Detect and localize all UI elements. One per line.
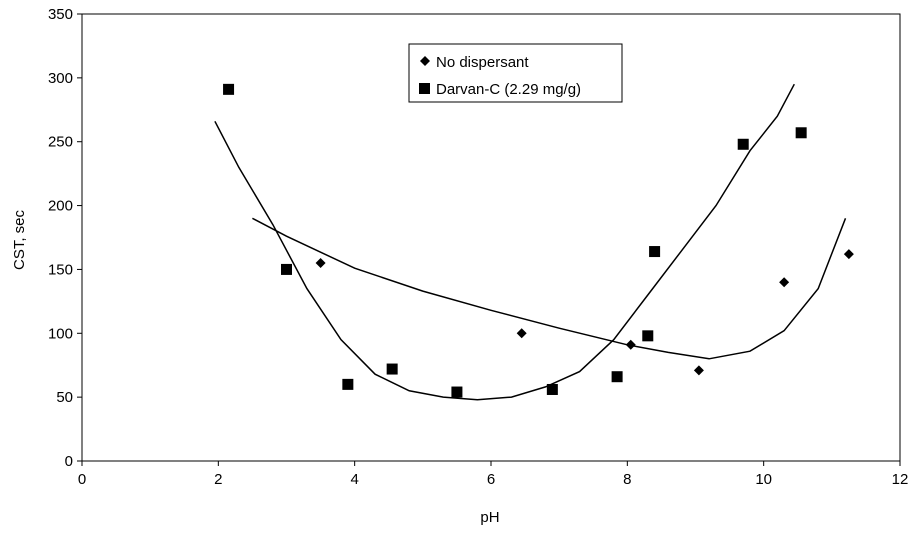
data-point-diamond xyxy=(316,258,326,268)
legend-marker-square xyxy=(419,83,430,94)
x-axis-label: pH xyxy=(480,509,499,526)
data-point-diamond xyxy=(844,249,854,259)
y-axis-label: CST, sec xyxy=(11,209,28,270)
data-point-diamond xyxy=(626,340,636,350)
data-point-square xyxy=(649,246,660,257)
data-point-square xyxy=(796,127,807,138)
y-tick-label: 250 xyxy=(48,134,73,151)
y-tick-label: 0 xyxy=(65,453,73,470)
trendlines xyxy=(215,84,846,400)
x-tick-label: 6 xyxy=(487,471,495,488)
y-tick-label: 100 xyxy=(48,325,73,342)
data-point-square xyxy=(642,330,653,341)
x-tick-label: 2 xyxy=(214,471,222,488)
x-tick-label: 10 xyxy=(755,471,772,488)
data-point-square xyxy=(612,371,623,382)
data-point-diamond xyxy=(517,328,527,338)
data-point-square xyxy=(281,264,292,275)
y-tick-label: 50 xyxy=(56,389,73,406)
legend-label-no-dispersant: No dispersant xyxy=(436,54,529,71)
y-tick-label: 350 xyxy=(48,6,73,23)
data-point-square xyxy=(451,387,462,398)
data-point-diamond xyxy=(694,365,704,375)
data-point-square xyxy=(738,139,749,150)
y-tick-label: 300 xyxy=(48,70,73,87)
data-point-square xyxy=(342,379,353,390)
x-tick-label: 4 xyxy=(350,471,358,488)
data-point-diamond xyxy=(779,277,789,287)
x-tick-label: 0 xyxy=(78,471,86,488)
data-point-square xyxy=(387,364,398,375)
data-point-square xyxy=(547,384,558,395)
x-tick-label: 8 xyxy=(623,471,631,488)
legend-label-darvan: Darvan-C (2.29 mg/g) xyxy=(436,81,581,98)
y-tick-label: 200 xyxy=(48,198,73,215)
x-tick-label: 12 xyxy=(892,471,909,488)
trendline-series-0 xyxy=(252,218,845,358)
data-point-square xyxy=(223,84,234,95)
legend: No dispersant Darvan-C (2.29 mg/g) xyxy=(409,44,622,102)
markers xyxy=(223,84,854,398)
trendline-series-1 xyxy=(215,84,794,400)
y-tick-label: 150 xyxy=(48,261,73,278)
